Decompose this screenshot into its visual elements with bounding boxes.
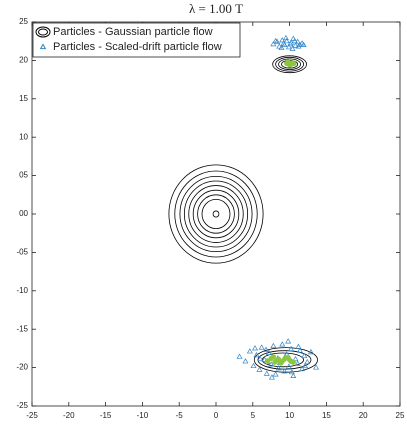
particle: [301, 352, 308, 359]
contour: [192, 189, 240, 239]
particle: [290, 372, 297, 378]
x-tick-label: -20: [63, 411, 75, 420]
y-tick-label: -05: [16, 248, 28, 257]
particle: [258, 344, 265, 350]
y-tick-label: -20: [16, 363, 28, 372]
contour: [188, 185, 244, 243]
particle: [294, 360, 301, 366]
particle: [283, 37, 290, 44]
particle: [299, 365, 306, 372]
particle: [263, 370, 270, 376]
y-tick-label: 10: [19, 132, 28, 141]
particle: [296, 347, 303, 353]
particle: [278, 44, 285, 51]
contour: [183, 180, 249, 248]
legend-label: Particles - Gaussian particle flow: [53, 26, 213, 38]
axes-frame: [31, 21, 401, 407]
particle: [272, 37, 279, 44]
particle: [242, 358, 249, 364]
legend-box: [32, 22, 241, 58]
particle: [281, 368, 288, 374]
particle: [292, 42, 299, 48]
particle: [279, 341, 286, 347]
particle: [278, 360, 284, 366]
x-tick-label: -25: [26, 411, 38, 420]
particle: [291, 37, 298, 44]
y-tick-label: -15: [16, 324, 28, 333]
y-tick-label: 20: [19, 56, 28, 65]
particle: [285, 338, 292, 344]
particle: [256, 366, 263, 372]
y-tick-label: 25: [19, 17, 28, 26]
particle: [307, 348, 314, 355]
particle: [295, 343, 302, 349]
particle: [275, 365, 282, 371]
particle: [280, 40, 287, 46]
particle: [236, 353, 243, 359]
particle: [295, 43, 302, 49]
x-tick-label: -10: [137, 411, 149, 420]
x-tick-label: -5: [176, 411, 184, 420]
contour: [174, 170, 258, 258]
particle: [263, 346, 270, 352]
y-tick-label: 15: [19, 94, 28, 103]
contour: [253, 347, 318, 373]
particle: [285, 44, 292, 50]
chart-title: λ = 1.00 T: [189, 1, 243, 16]
x-tick-label: -15: [100, 411, 112, 420]
contour: [201, 199, 231, 229]
particle: [292, 355, 299, 362]
contour: [272, 55, 307, 74]
x-tick-label: 0: [214, 411, 219, 420]
contour: [179, 175, 253, 253]
particle: [291, 60, 297, 67]
particle: [270, 342, 277, 349]
particle: [282, 34, 289, 41]
particle: [274, 38, 281, 44]
particle: [272, 371, 279, 377]
y-tick-label: -10: [16, 286, 28, 295]
particle: [289, 45, 296, 51]
x-tick-label: 15: [322, 411, 331, 420]
particle: [313, 364, 320, 370]
particle: [287, 40, 294, 47]
x-tick-label: 20: [359, 411, 368, 420]
particle: [265, 349, 272, 355]
legend-icon: [38, 28, 48, 36]
legend-icon: [35, 26, 51, 38]
particle: [304, 358, 311, 365]
particle: [288, 358, 294, 365]
particle: [273, 358, 279, 364]
particle: [250, 362, 257, 369]
legend-icon: [39, 43, 47, 50]
y-tick-label: -25: [16, 401, 28, 410]
particle: [288, 368, 295, 375]
contour: [275, 56, 304, 72]
particle: [270, 354, 277, 360]
x-tick-label: 10: [285, 411, 294, 420]
contour: [212, 210, 220, 218]
contour: [197, 194, 235, 234]
particle: [257, 355, 264, 362]
x-tick-label: 25: [396, 411, 405, 420]
y-tick-label: 00: [19, 209, 28, 218]
y-tick-label: 05: [19, 171, 28, 180]
particle: [276, 43, 283, 49]
particle: [268, 374, 275, 380]
contour: [278, 58, 302, 71]
particle: [253, 352, 260, 358]
particle: [281, 356, 288, 362]
particle: [300, 41, 307, 47]
particle: [285, 363, 292, 369]
x-tick-label: 5: [251, 411, 256, 420]
particle: [302, 362, 309, 369]
contour: [168, 164, 264, 264]
particle: [288, 345, 295, 352]
legend-label: Particles - Scaled-drift particle flow: [53, 41, 222, 53]
particle: [246, 348, 253, 354]
particle: [252, 345, 259, 351]
